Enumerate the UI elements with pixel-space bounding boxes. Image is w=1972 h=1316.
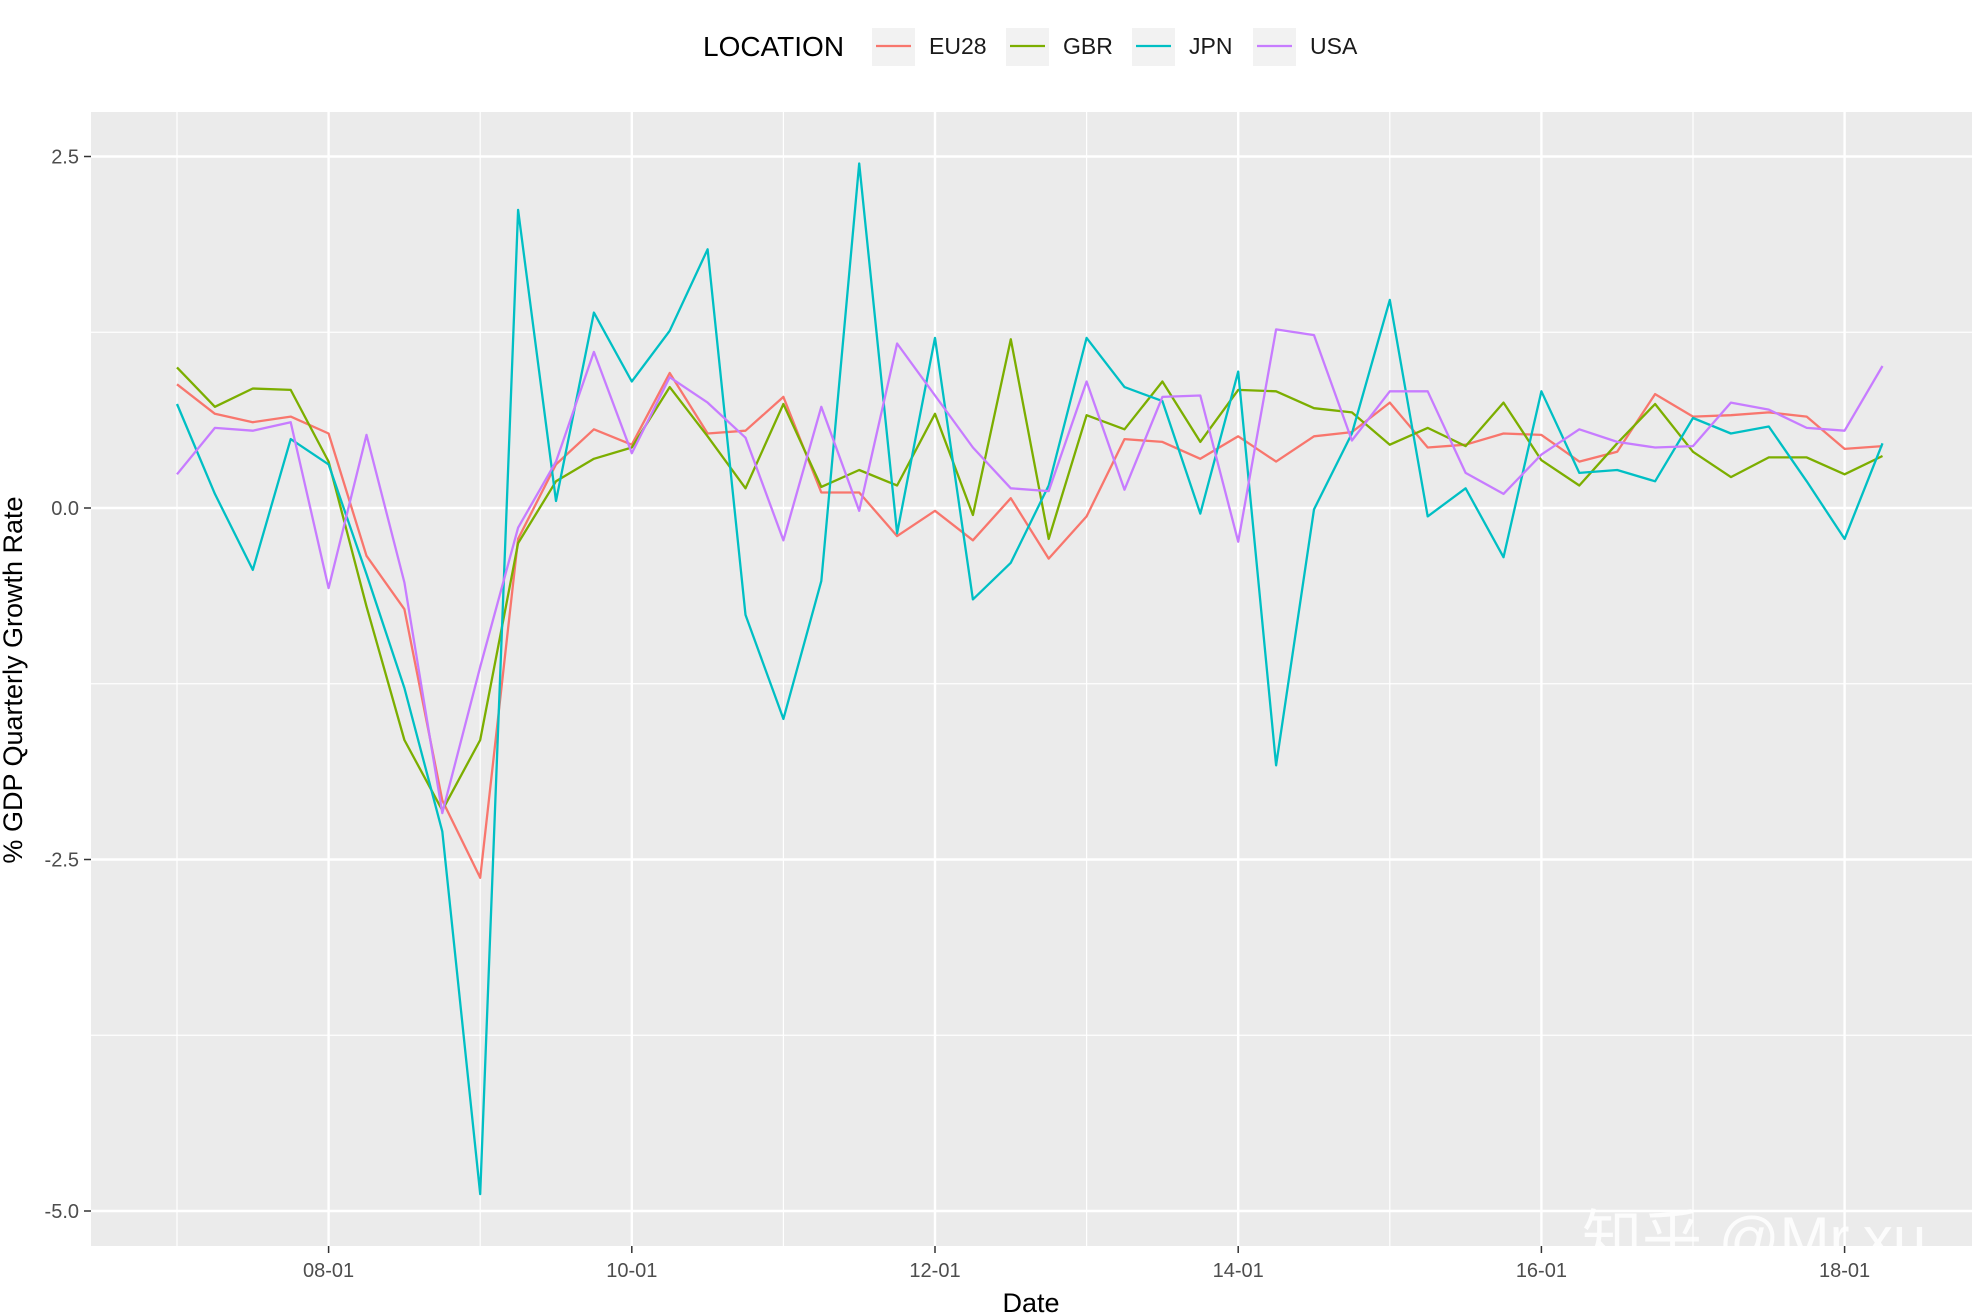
legend-label-eu28: EU28	[929, 33, 987, 59]
y-tick-label: 0.0	[51, 498, 79, 520]
y-tick-label: -5.0	[45, 1201, 79, 1223]
legend-label-usa: USA	[1310, 33, 1358, 59]
y-axis-title: % GDP Quarterly Growth Rate	[0, 496, 28, 863]
legend: LOCATION EU28 GBR JPN USA	[703, 28, 1358, 66]
series-lines	[175, 162, 1884, 1196]
x-tick-label: 12-01	[909, 1260, 960, 1282]
series-line-gbr	[176, 338, 1884, 812]
plot-panel	[91, 112, 1972, 1246]
y-axis: 2.5 0.0 -2.5 -5.0	[45, 147, 91, 1223]
x-tick-label: 14-01	[1213, 1260, 1264, 1282]
grid-major	[91, 112, 1972, 1246]
series-line-jpn	[175, 162, 1884, 1196]
series-line-eu28	[176, 371, 1883, 879]
y-tick-label: 2.5	[51, 147, 79, 169]
x-tick-label: 08-01	[303, 1260, 354, 1282]
x-tick-label: 10-01	[606, 1260, 657, 1282]
x-tick-label: 16-01	[1516, 1260, 1567, 1282]
grid-minor	[91, 112, 1972, 1246]
series-line-usa	[176, 328, 1884, 815]
legend-title: LOCATION	[703, 31, 844, 62]
legend-label-gbr: GBR	[1063, 33, 1113, 59]
x-axis: 08-01 10-01 12-01 14-01 16-01 18-01	[303, 1246, 1870, 1282]
watermark: 知乎 @Mr.xu	[1582, 1205, 1926, 1272]
legend-label-jpn: JPN	[1189, 33, 1232, 59]
x-axis-title: Date	[1002, 1288, 1059, 1316]
y-tick-label: -2.5	[45, 850, 79, 872]
x-tick-label: 18-01	[1819, 1260, 1870, 1282]
